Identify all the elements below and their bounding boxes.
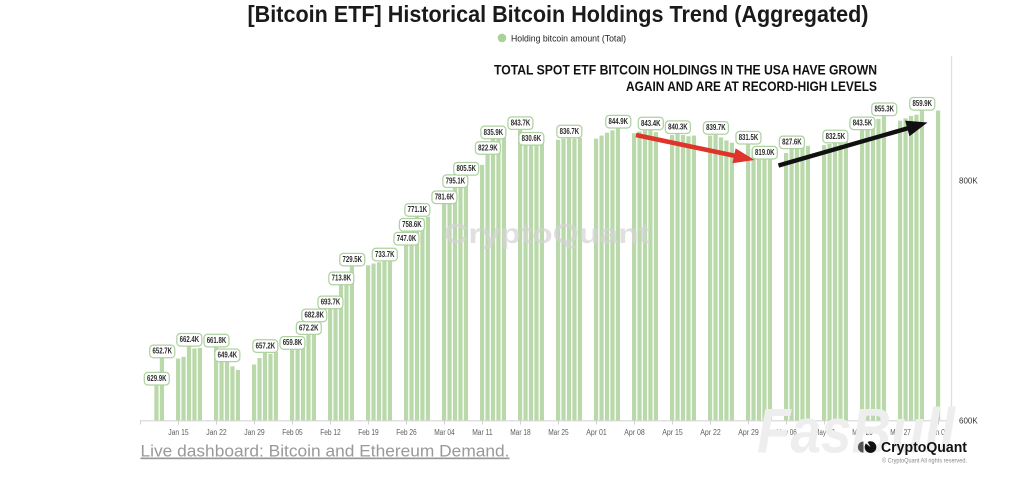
svg-text:830.6K: 830.6K [522, 134, 542, 143]
svg-text:843.4K: 843.4K [641, 119, 661, 128]
svg-text:Jan 15: Jan 15 [168, 428, 189, 437]
svg-text:May 06: May 06 [776, 428, 797, 437]
svg-text:822.9K: 822.9K [478, 143, 498, 152]
svg-text:Jan 22: Jan 22 [206, 428, 227, 437]
svg-text:Apr 01: Apr 01 [586, 428, 607, 437]
svg-text:Apr 08: Apr 08 [624, 428, 645, 437]
svg-text:844.9K: 844.9K [609, 117, 629, 126]
svg-text:Mar 18: Mar 18 [510, 428, 531, 437]
svg-text:836.7K: 836.7K [560, 127, 580, 136]
svg-text:Mar 04: Mar 04 [434, 428, 455, 437]
svg-text:733.7K: 733.7K [375, 250, 395, 259]
svg-text:831.5K: 831.5K [739, 133, 759, 142]
svg-text:Holding bitcoin amount (Total): Holding bitcoin amount (Total) [511, 33, 626, 43]
svg-text:Feb 19: Feb 19 [358, 428, 379, 437]
svg-text:693.7K: 693.7K [321, 298, 341, 307]
svg-text:Feb 05: Feb 05 [282, 428, 303, 437]
svg-text:649.4K: 649.4K [218, 351, 238, 360]
svg-text:TOTAL SPOT ETF BITCOIN HOLDING: TOTAL SPOT ETF BITCOIN HOLDINGS IN THE U… [494, 63, 877, 79]
svg-text:805.5K: 805.5K [457, 164, 477, 173]
svg-text:747.0K: 747.0K [397, 234, 417, 243]
svg-text:713.8K: 713.8K [332, 274, 352, 283]
svg-text:832.5K: 832.5K [826, 132, 846, 141]
svg-text:840.3K: 840.3K [668, 122, 688, 131]
svg-text:Feb 12: Feb 12 [320, 428, 341, 437]
svg-text:839.7K: 839.7K [706, 123, 726, 132]
svg-text:657.2K: 657.2K [256, 341, 276, 350]
svg-text:CryptoQuant: CryptoQuant [444, 218, 650, 249]
svg-text:Mar 25: Mar 25 [548, 428, 569, 437]
svg-text:Mar 11: Mar 11 [472, 428, 493, 437]
svg-text:661.8K: 661.8K [207, 336, 227, 345]
svg-text:CryptoQuant: CryptoQuant [881, 440, 967, 456]
svg-text:819.0K: 819.0K [755, 148, 775, 157]
svg-text:771.1K: 771.1K [408, 205, 428, 214]
svg-text:May 13: May 13 [814, 428, 835, 437]
svg-text:Live dashboard: Bitcoin and Et: Live dashboard: Bitcoin and Ethereum Dem… [141, 442, 510, 461]
svg-text:May 27: May 27 [890, 428, 911, 437]
svg-text:855.3K: 855.3K [875, 105, 895, 114]
svg-text:AGAIN AND ARE AT RECORD-HIGH L: AGAIN AND ARE AT RECORD-HIGH LEVELS [626, 79, 877, 95]
svg-text:795.1K: 795.1K [446, 177, 466, 186]
svg-text:FasBull: FasBull [757, 397, 956, 467]
svg-text:662.4K: 662.4K [180, 335, 200, 344]
svg-text:Apr 22: Apr 22 [700, 428, 721, 437]
svg-text:629.9K: 629.9K [147, 374, 167, 383]
svg-text:729.5K: 729.5K [343, 255, 363, 264]
svg-text:600K: 600K [959, 417, 978, 426]
svg-text:Jun 03: Jun 03 [928, 428, 949, 437]
svg-text:843.5K: 843.5K [853, 119, 873, 128]
svg-text:659.8K: 659.8K [283, 338, 303, 347]
svg-text:835.9K: 835.9K [484, 128, 504, 137]
svg-text:© CryptoQuant All rights reser: © CryptoQuant All rights reserved. [882, 457, 967, 465]
svg-text:859.9K: 859.9K [913, 99, 933, 108]
svg-text:[Bitcoin ETF] Historical Bitco: [Bitcoin ETF] Historical Bitcoin Holding… [248, 1, 869, 27]
svg-text:Jan 29: Jan 29 [244, 428, 265, 437]
svg-text:May 20: May 20 [852, 428, 873, 437]
svg-text:843.7K: 843.7K [511, 118, 531, 127]
svg-text:781.6K: 781.6K [435, 193, 455, 202]
svg-text:672.2K: 672.2K [299, 323, 319, 332]
svg-text:Feb 26: Feb 26 [396, 428, 417, 437]
svg-text:827.6K: 827.6K [782, 138, 802, 147]
svg-text:652.7K: 652.7K [153, 347, 173, 356]
svg-text:682.8K: 682.8K [305, 311, 325, 320]
svg-text:800K: 800K [959, 177, 978, 186]
svg-text:758.6K: 758.6K [402, 220, 422, 229]
svg-text:Apr 15: Apr 15 [662, 428, 683, 437]
svg-text:Apr 29: Apr 29 [738, 428, 759, 437]
